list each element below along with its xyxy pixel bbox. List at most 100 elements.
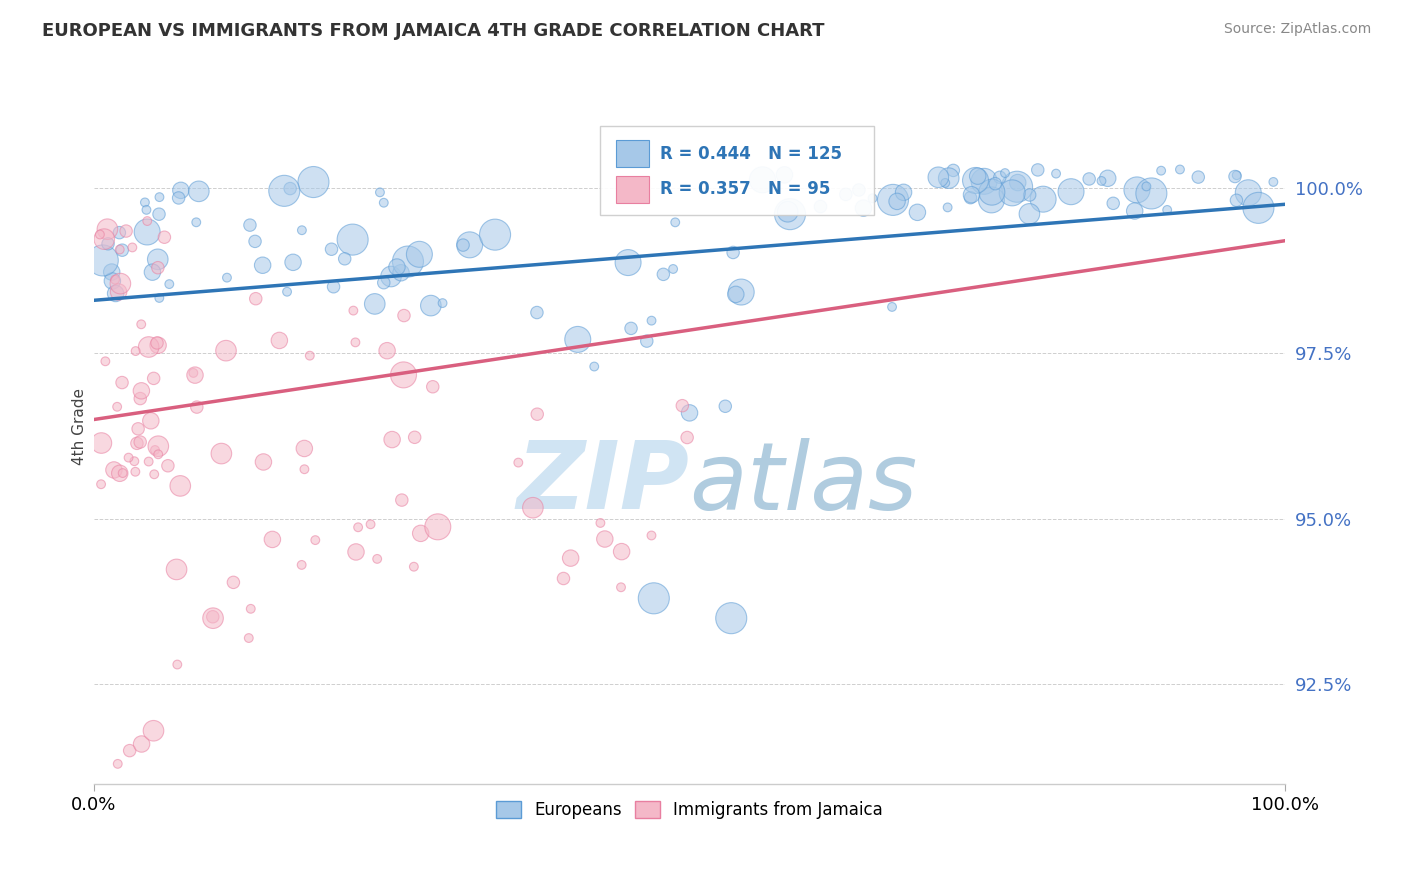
Text: R = 0.357   N = 95: R = 0.357 N = 95 bbox=[659, 180, 830, 198]
Point bbox=[1247, 201, 1270, 215]
Point bbox=[714, 399, 737, 413]
Point bbox=[105, 400, 128, 414]
Point bbox=[89, 227, 111, 242]
Point bbox=[1223, 169, 1246, 184]
Point bbox=[136, 225, 159, 239]
Point bbox=[291, 223, 314, 237]
Point bbox=[368, 186, 391, 200]
Point bbox=[344, 335, 367, 350]
Point bbox=[100, 265, 122, 279]
Point bbox=[321, 242, 343, 256]
Point bbox=[776, 204, 799, 219]
Point bbox=[125, 436, 148, 450]
Point bbox=[1150, 163, 1173, 178]
Point bbox=[153, 230, 176, 244]
Point bbox=[720, 611, 742, 625]
Point bbox=[156, 458, 179, 473]
Point bbox=[252, 258, 274, 272]
Point bbox=[880, 300, 903, 314]
Point bbox=[291, 558, 314, 572]
Point bbox=[1126, 183, 1149, 197]
Point bbox=[107, 285, 129, 299]
Point bbox=[278, 181, 301, 195]
Point bbox=[360, 517, 382, 532]
Point bbox=[934, 176, 956, 190]
Point bbox=[810, 200, 832, 214]
Point bbox=[333, 252, 356, 266]
Point bbox=[245, 292, 267, 306]
Point bbox=[567, 333, 589, 347]
Point bbox=[302, 175, 325, 189]
Point bbox=[751, 173, 773, 187]
Point bbox=[104, 286, 127, 301]
Point bbox=[643, 591, 665, 606]
Point bbox=[779, 207, 801, 221]
Point bbox=[134, 195, 156, 210]
Point bbox=[111, 243, 134, 257]
Point bbox=[170, 183, 193, 197]
Point bbox=[373, 276, 395, 290]
Point bbox=[366, 552, 388, 566]
Point bbox=[942, 163, 965, 178]
Point bbox=[186, 400, 208, 414]
Point bbox=[522, 500, 544, 515]
Point bbox=[966, 169, 988, 183]
Point bbox=[298, 349, 321, 363]
Point bbox=[238, 631, 260, 645]
Point bbox=[117, 450, 139, 465]
Point bbox=[108, 467, 131, 481]
Point bbox=[103, 463, 125, 477]
Point bbox=[432, 296, 454, 310]
Point bbox=[94, 354, 117, 368]
Point bbox=[458, 237, 481, 252]
Point bbox=[124, 344, 146, 359]
Point bbox=[104, 273, 127, 287]
Text: R = 0.444   N = 125: R = 0.444 N = 125 bbox=[659, 145, 842, 162]
Point bbox=[222, 575, 245, 590]
Point bbox=[980, 185, 1002, 199]
Point bbox=[835, 187, 858, 202]
Point bbox=[640, 313, 662, 327]
Point bbox=[148, 439, 170, 453]
Point bbox=[108, 226, 131, 240]
Point bbox=[1237, 186, 1260, 200]
Point bbox=[593, 532, 616, 546]
Point bbox=[129, 435, 152, 450]
Point bbox=[1007, 176, 1029, 190]
Point bbox=[146, 252, 169, 267]
Text: EUROPEAN VS IMMIGRANTS FROM JAMAICA 4TH GRADE CORRELATION CHART: EUROPEAN VS IMMIGRANTS FROM JAMAICA 4TH … bbox=[42, 22, 825, 40]
Text: Source: ZipAtlas.com: Source: ZipAtlas.com bbox=[1223, 22, 1371, 37]
Point bbox=[721, 245, 744, 260]
Point bbox=[1123, 204, 1146, 219]
Point bbox=[124, 454, 146, 468]
Point bbox=[129, 318, 152, 332]
Point bbox=[984, 177, 1007, 191]
Point bbox=[243, 235, 266, 249]
Point bbox=[262, 533, 284, 547]
Point bbox=[93, 232, 115, 246]
Point bbox=[304, 533, 326, 548]
Point bbox=[276, 285, 298, 299]
Point bbox=[882, 193, 904, 207]
Point bbox=[392, 309, 415, 323]
Point bbox=[108, 243, 131, 257]
Point bbox=[724, 287, 747, 301]
Point bbox=[141, 265, 163, 279]
Point bbox=[1001, 186, 1024, 200]
Point bbox=[389, 266, 412, 280]
Point bbox=[1026, 162, 1049, 177]
Point bbox=[107, 756, 129, 771]
Point bbox=[380, 269, 402, 284]
Point bbox=[1005, 179, 1028, 194]
Point bbox=[526, 305, 548, 319]
Point bbox=[652, 268, 675, 282]
Point bbox=[508, 456, 530, 470]
Point bbox=[111, 376, 134, 390]
Point bbox=[1135, 179, 1157, 194]
Point bbox=[273, 184, 295, 198]
Point bbox=[640, 528, 662, 542]
Point bbox=[408, 247, 430, 261]
Point bbox=[146, 335, 169, 350]
Point bbox=[239, 218, 262, 232]
Point bbox=[110, 277, 132, 291]
